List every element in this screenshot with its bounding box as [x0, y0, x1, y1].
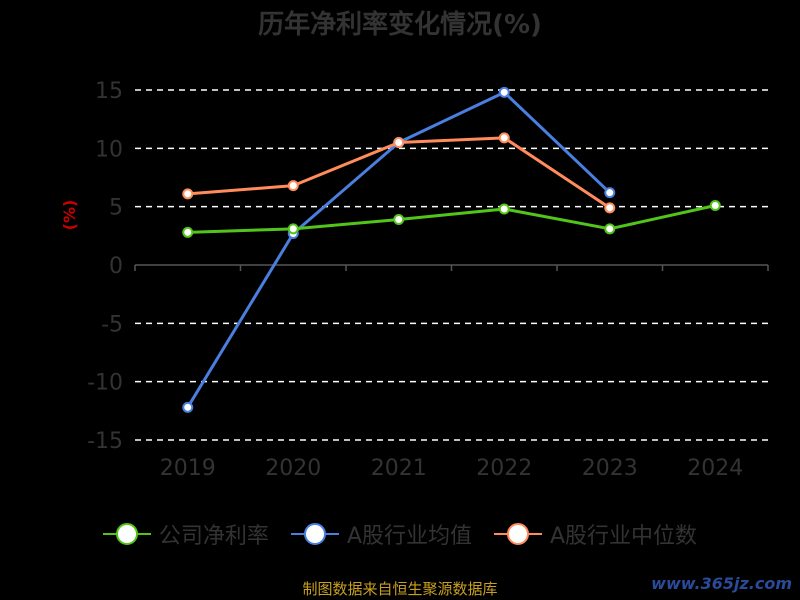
series-group: [182, 86, 721, 413]
data-source-note: 制图数据来自恒生聚源数据库: [302, 580, 498, 598]
legend-swatch-icon: [494, 523, 542, 545]
x-tick-label: 2020: [265, 456, 321, 481]
data-point[interactable]: [498, 86, 510, 98]
y-axis-label: (%): [60, 200, 79, 231]
x-tick-label: 2024: [687, 456, 743, 481]
legend-item-industry-median[interactable]: A股行业中位数: [494, 518, 697, 550]
chart-title: 历年净利率变化情况(%): [258, 10, 542, 40]
data-point[interactable]: [287, 180, 299, 192]
series-1: [182, 86, 616, 413]
series-line: [187, 204, 716, 234]
y-tick-label: 15: [95, 79, 123, 104]
y-tick-label: -10: [87, 371, 123, 396]
data-point[interactable]: [604, 187, 616, 199]
y-tick-label: -15: [87, 429, 123, 454]
x-tick-label: 2019: [160, 456, 216, 481]
data-point[interactable]: [498, 203, 510, 215]
legend-swatch-icon: [102, 523, 151, 545]
legend-swatch-icon: [290, 523, 339, 545]
data-point[interactable]: [182, 188, 194, 200]
data-point[interactable]: [498, 132, 510, 144]
data-point[interactable]: [604, 223, 616, 235]
y-tick-label: -5: [101, 312, 123, 337]
x-tick-label: 2023: [582, 456, 638, 481]
y-tick-label: 10: [95, 137, 123, 162]
watermark-logo: www.365jz.com: [651, 574, 792, 593]
legend-label: 公司净利率: [158, 524, 269, 549]
data-point[interactable]: [393, 137, 405, 148]
legend-label: A股行业中位数: [550, 524, 698, 549]
legend: 公司净利率 A股行业均值 A股行业中位数: [0, 518, 800, 550]
data-point[interactable]: [182, 226, 194, 238]
data-point[interactable]: [709, 200, 721, 211]
data-point[interactable]: [393, 214, 405, 225]
legend-item-industry-mean[interactable]: A股行业均值: [290, 518, 472, 550]
data-point[interactable]: [287, 223, 299, 235]
axes: 15 10 5 0 -5 -10 -15 2019 2020 2021 2022 2023 2024: [87, 79, 769, 481]
series-0: [182, 200, 721, 238]
y-tick-label: 0: [109, 254, 123, 279]
x-tick-label: 2022: [476, 456, 532, 481]
series-2: [182, 132, 616, 214]
data-point[interactable]: [604, 202, 616, 214]
y-tick-label: 5: [109, 196, 123, 221]
legend-label: A股行业均值: [346, 524, 472, 549]
x-tick-label: 2021: [371, 456, 427, 481]
data-point[interactable]: [182, 401, 194, 413]
legend-item-company[interactable]: 公司净利率: [102, 518, 269, 550]
